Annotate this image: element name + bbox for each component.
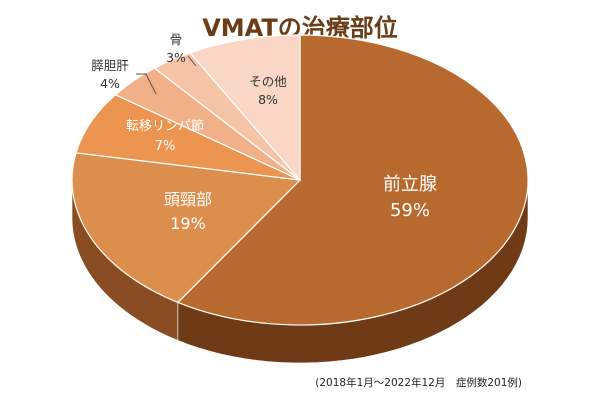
pie-slice-5 [189,34,301,182]
slice-category-1: 頭頸部 [164,190,212,209]
slice-value-5: 8% [258,92,278,107]
slice-value-2: 7% [155,139,176,154]
pie-slice-1 [71,152,302,304]
slice-label-0: 前立腺 59% [383,174,437,221]
slice-label-2: 転移リンパ節 7% [126,119,204,154]
slice-category-2: 転移リンパ節 [126,119,204,134]
slice-value-1: 19% [170,214,206,233]
slice-label-5: その他 8% [249,74,287,107]
slice-value-4: 3% [166,50,186,65]
slice-category-4: 骨 [170,32,183,47]
slice-value-3: 4% [100,76,120,91]
pie-slice-0 [176,34,529,326]
slice-category-3: 膵胆肝 [91,58,129,73]
slice-label-3: 膵胆肝 4% [91,58,129,91]
slice-label-1: 頭頸部 19% [164,190,212,233]
pie-labels: 前立腺 59% 頭頸部 19% 転移リンパ節 7% 膵胆肝 4% 骨 3% その他 8% [91,32,437,233]
slice-category-0: 前立腺 [383,174,437,195]
leader-line-3 [136,73,157,95]
pie-tops [71,34,529,326]
slice-category-5: その他 [249,74,287,89]
footnote: (2018年1月～2022年12月 症例数201例) [315,377,522,389]
leader-lines [136,55,197,95]
slice-label-4: 骨 3% [166,32,186,65]
slice-value-0: 59% [390,200,430,221]
leader-line-4 [187,55,197,67]
